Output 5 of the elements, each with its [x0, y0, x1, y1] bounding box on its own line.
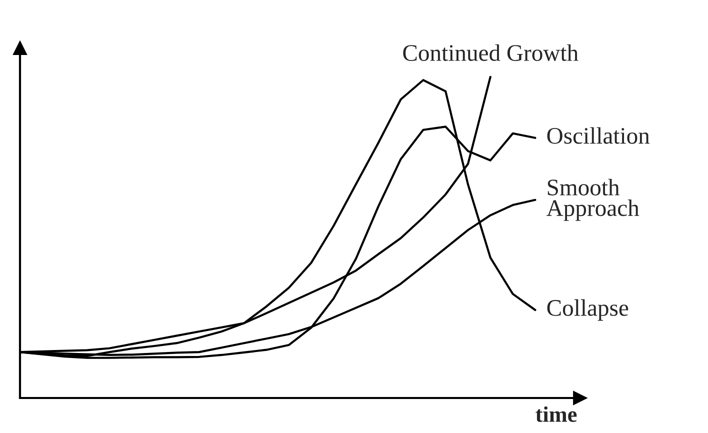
- series-label: Continued Growth: [403, 44, 578, 61]
- series-label: Oscillation: [547, 127, 650, 144]
- series-label: Collapse: [547, 299, 628, 321]
- series-label: Smooth Approach: [546, 178, 640, 221]
- x-axis-title: time: [536, 406, 577, 422]
